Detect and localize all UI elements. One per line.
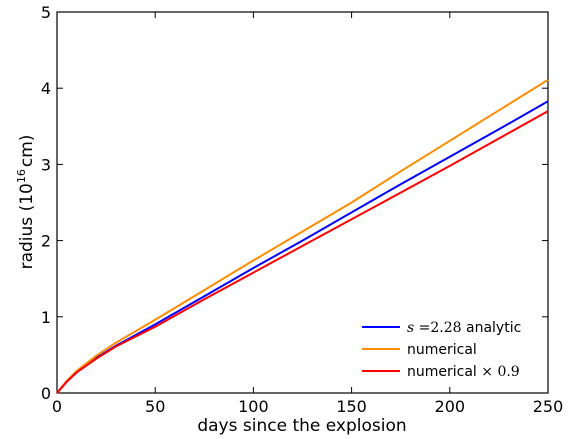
y-tick-label: 4 <box>41 79 51 98</box>
legend-label-numerical: numerical <box>407 342 477 358</box>
x-axis-label: days since the explosion <box>197 416 406 436</box>
y-tick-label: 1 <box>41 308 51 327</box>
plot-area <box>56 11 549 394</box>
x-tick-label: 50 <box>145 397 165 416</box>
x-tick-label: 0 <box>52 397 62 416</box>
series-lines <box>56 78 549 394</box>
y-tick-label: 5 <box>41 3 51 22</box>
axis-ticks: 0 50 100 150 200 250 0 1 2 3 4 5 <box>41 3 563 416</box>
series-line-numerical-scaled <box>56 110 549 394</box>
x-tick-label: 150 <box>336 397 367 416</box>
y-tick-label: 3 <box>41 155 51 174</box>
legend: s =2.28 analytic numerical numerical × 0… <box>362 320 521 380</box>
legend-label-numerical-scaled: numerical × 0.9 <box>407 364 520 380</box>
x-tick-label: 250 <box>533 397 564 416</box>
y-tick-label: 0 <box>41 384 51 403</box>
legend-label-analytic: s =2.28 analytic <box>407 320 521 336</box>
series-line-numerical <box>56 78 549 394</box>
y-axis-label: radius (1016cm) <box>15 135 37 270</box>
x-tick-label: 200 <box>435 397 466 416</box>
y-tick-label: 2 <box>41 232 51 251</box>
x-tick-label: 100 <box>238 397 269 416</box>
